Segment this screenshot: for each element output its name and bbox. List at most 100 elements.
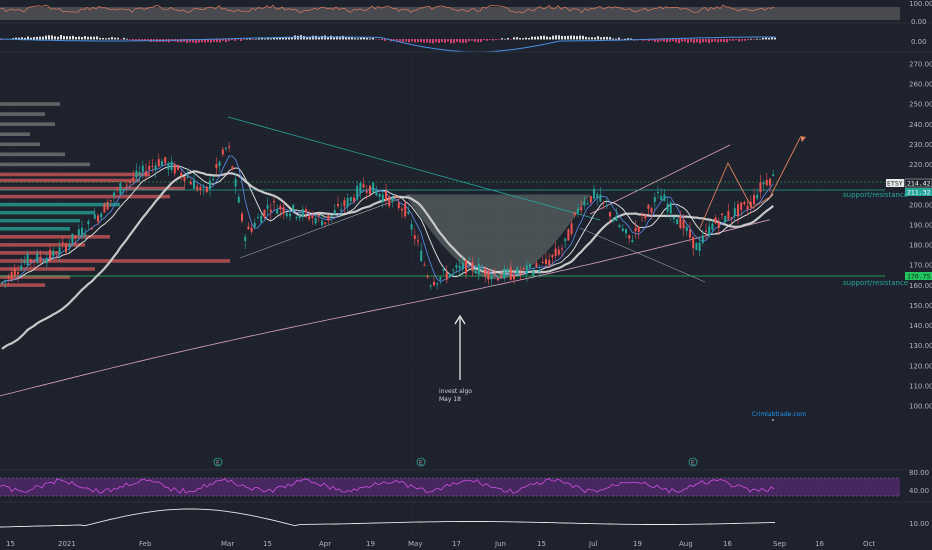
candle-body xyxy=(753,195,755,204)
histogram-bar xyxy=(42,36,44,40)
price-tick: 270.00 xyxy=(909,61,932,69)
histogram-bar xyxy=(729,39,731,41)
candle-body xyxy=(378,193,381,197)
candle-body xyxy=(580,207,583,211)
candle-body xyxy=(689,229,691,238)
candle-body xyxy=(375,190,378,196)
histogram-bar xyxy=(258,38,260,40)
volume-profile-bar xyxy=(0,210,95,215)
rounded-bottom-shape xyxy=(404,194,591,280)
ma-mid-line xyxy=(1,165,774,283)
date-tick: 2021 xyxy=(58,540,76,548)
histogram-bar xyxy=(594,37,596,40)
candle-body xyxy=(410,224,413,230)
histogram-bar xyxy=(117,37,119,40)
candle-body xyxy=(17,272,19,275)
candles xyxy=(1,142,775,290)
histogram-bar xyxy=(393,39,395,41)
histogram-bar xyxy=(708,39,710,44)
candle-body xyxy=(442,269,445,272)
support-price-badge[interactable]: 170.75 xyxy=(905,272,932,281)
candle-body xyxy=(343,200,346,207)
histogram-bar xyxy=(687,39,689,44)
histogram-bar xyxy=(432,39,434,44)
histogram-bar xyxy=(591,37,593,40)
candle-body xyxy=(743,201,746,205)
candle-body xyxy=(253,222,256,227)
histogram-bar xyxy=(771,37,773,40)
histogram-bar xyxy=(342,35,344,40)
candle-body xyxy=(685,226,688,232)
projection-arrowhead xyxy=(800,136,806,142)
histogram-bar xyxy=(468,39,470,42)
candle-body xyxy=(317,214,320,217)
bottom-tick: 10.00 xyxy=(909,520,929,528)
histogram-bar xyxy=(147,39,149,41)
symbol-badge[interactable]: ETSY 214.42 xyxy=(886,178,932,188)
price-tick: 140.00 xyxy=(909,322,932,330)
histogram-bar xyxy=(207,39,209,43)
histogram-bar xyxy=(216,39,218,43)
candle-body xyxy=(113,192,115,197)
candle-body xyxy=(545,259,547,265)
candle-body xyxy=(183,176,186,181)
candle-body xyxy=(13,268,16,276)
volume-profile-bar xyxy=(0,172,150,177)
candle-body xyxy=(314,217,317,224)
histogram-bar xyxy=(552,35,554,40)
candle-body xyxy=(84,233,87,236)
svg-text:ETSY: ETSY xyxy=(887,180,903,188)
candle-body xyxy=(641,214,643,216)
candle-body xyxy=(276,209,279,214)
earnings-marker[interactable]: E xyxy=(213,457,223,467)
candle-body xyxy=(77,229,80,236)
candle-body xyxy=(516,267,519,275)
candle-body xyxy=(730,216,733,219)
candle-body xyxy=(397,202,400,208)
candle-body xyxy=(749,201,752,208)
candle-body xyxy=(193,180,195,189)
histogram-bar xyxy=(423,39,425,43)
candle-body xyxy=(740,202,743,210)
candle-body xyxy=(490,276,493,280)
candle-body xyxy=(161,161,163,166)
histogram-bar xyxy=(684,39,686,42)
histogram-bar xyxy=(255,38,257,40)
candle-body xyxy=(369,185,371,195)
histogram-bar xyxy=(30,37,32,40)
candle-body xyxy=(266,205,269,209)
candle-body xyxy=(660,196,663,201)
histogram-bar xyxy=(543,35,545,40)
ma-200-line xyxy=(0,219,771,397)
indicator-axis: 100.00 0.00 0.00 80.00 40.00 10.00 xyxy=(909,0,932,528)
histogram-bar xyxy=(87,36,89,40)
candle-body xyxy=(39,256,42,260)
histogram-bar xyxy=(585,36,587,40)
candle-body xyxy=(727,211,730,220)
histogram-bar xyxy=(441,39,443,42)
candle-body xyxy=(141,165,144,173)
histogram-bar xyxy=(210,39,212,43)
earnings-marker[interactable]: E xyxy=(416,457,426,467)
histogram-bar xyxy=(555,35,557,40)
date-axis[interactable]: 15 2021 Feb Mar 15 Apr 19 May 17 Jun 15 Jul 19 Aug 16 S… xyxy=(6,540,875,548)
top-tick: 0.00 xyxy=(911,18,927,26)
candle-body xyxy=(487,270,490,280)
histogram-bar xyxy=(567,35,569,40)
earnings-marker[interactable]: E xyxy=(688,457,698,467)
histogram-bar xyxy=(240,39,242,42)
candle-body xyxy=(458,265,461,269)
price-tick: 150.00 xyxy=(909,302,932,310)
candle-body xyxy=(525,264,528,275)
price-axis[interactable]: 270.00260.00250.00240.00230.00220.00210.… xyxy=(909,61,932,411)
candle-body xyxy=(228,146,231,148)
volume-profile-bar xyxy=(0,152,65,157)
level-price-badge[interactable]: 211.32 xyxy=(905,188,932,197)
candle-body xyxy=(455,265,458,268)
ma-slow-line xyxy=(1,170,774,350)
histogram-bar xyxy=(222,39,224,41)
candle-body xyxy=(202,187,205,189)
candle-body xyxy=(529,263,531,268)
histogram-bar xyxy=(246,38,248,40)
